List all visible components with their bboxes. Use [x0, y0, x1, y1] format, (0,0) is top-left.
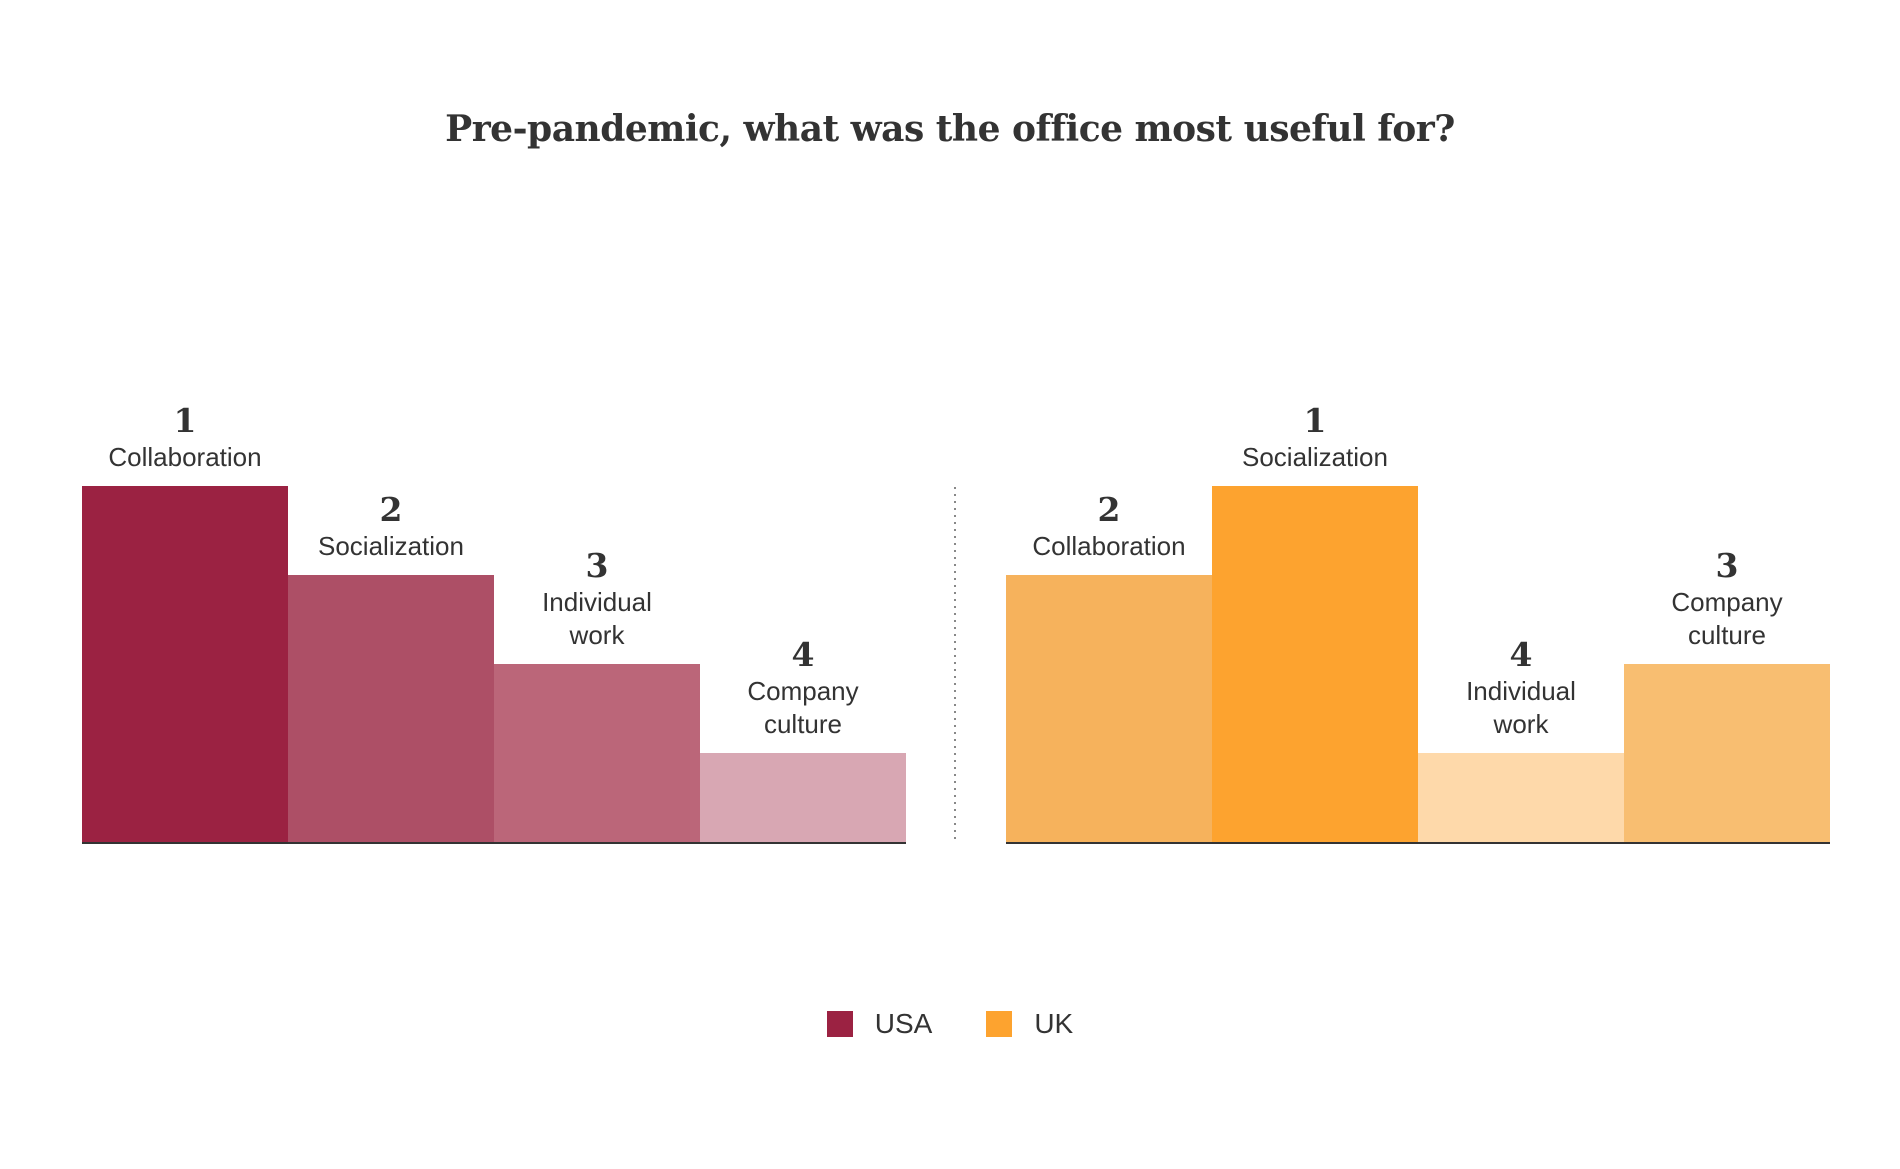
legend-swatch-uk [986, 1011, 1013, 1037]
rank-label-uk-company-culture: 3 [1716, 546, 1739, 585]
category-label-uk-company-culture: Company [1671, 587, 1782, 617]
bar-usa-individual-work [494, 664, 700, 842]
bar-uk-individual-work [1418, 753, 1624, 842]
category-label-usa-individual-work: work [569, 620, 626, 650]
category-label-uk-socialization: Socialization [1242, 442, 1388, 472]
chart-title: Pre-pandemic, what was the office most u… [445, 108, 1455, 150]
category-label-uk-individual-work: work [1493, 709, 1550, 739]
bar-uk-socialization [1212, 486, 1418, 842]
category-label-uk-collaboration: Collaboration [1032, 531, 1185, 561]
rank-label-usa-socialization: 2 [380, 490, 403, 529]
legend-label-uk: UK [1034, 1008, 1074, 1039]
rank-label-usa-individual-work: 3 [586, 546, 609, 585]
category-label-usa-socialization: Socialization [318, 531, 464, 561]
legend-label-usa: USA [874, 1008, 933, 1039]
bar-uk-company-culture [1624, 664, 1830, 842]
rank-label-usa-company-culture: 4 [792, 635, 815, 674]
category-label-uk-company-culture: culture [1688, 620, 1766, 650]
category-label-uk-individual-work: Individual [1466, 676, 1576, 706]
category-label-usa-collaboration: Collaboration [108, 442, 261, 472]
chart-legend: USA UK [0, 1008, 1900, 1040]
bar-uk-collaboration [1006, 575, 1212, 842]
category-label-usa-company-culture: culture [764, 709, 842, 739]
category-label-usa-individual-work: Individual [542, 587, 652, 617]
rank-label-uk-collaboration: 2 [1098, 490, 1121, 529]
rank-label-usa-collaboration: 1 [174, 401, 197, 440]
legend-item-uk: UK [986, 1008, 1073, 1040]
bar-usa-company-culture [700, 753, 906, 842]
legend-swatch-usa [826, 1011, 853, 1037]
category-label-usa-company-culture: Company [747, 676, 858, 706]
legend-item-usa: USA [826, 1008, 933, 1040]
rank-label-uk-individual-work: 4 [1510, 635, 1533, 674]
rank-label-uk-socialization: 1 [1304, 401, 1327, 440]
bar-usa-collaboration [82, 486, 288, 842]
bar-usa-socialization [288, 575, 494, 842]
